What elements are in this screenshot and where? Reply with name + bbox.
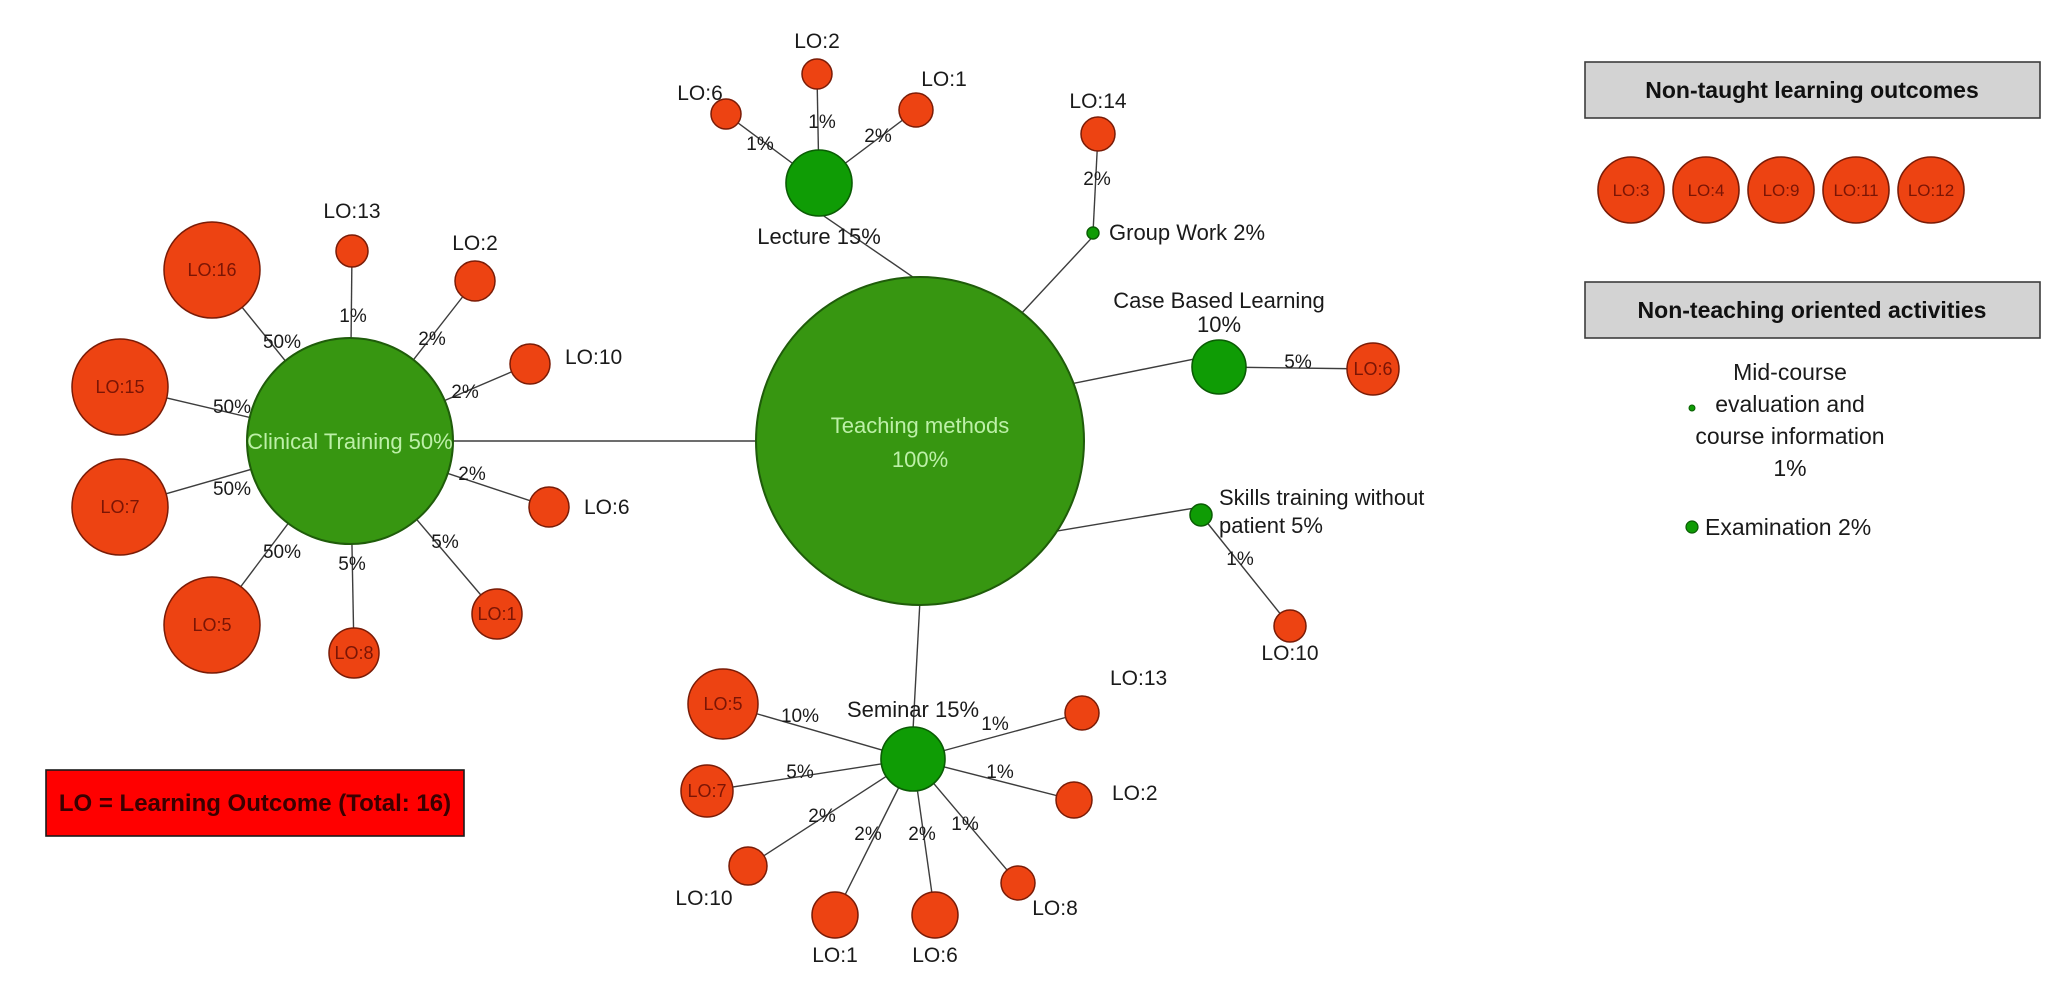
svg-text:LO:1: LO:1 [921,68,967,91]
svg-text:10%: 10% [1197,312,1241,337]
svg-text:50%: 50% [213,397,251,418]
svg-text:LO:9: LO:9 [1763,181,1800,200]
svg-text:50%: 50% [263,542,301,563]
svg-text:LO:6: LO:6 [677,82,723,105]
svg-text:1%: 1% [339,306,367,327]
svg-text:LO:16: LO:16 [187,260,236,280]
svg-text:LO:6: LO:6 [912,944,958,967]
svg-text:100%: 100% [892,447,948,472]
svg-text:2%: 2% [854,824,882,845]
svg-text:1%: 1% [1773,455,1806,481]
svg-text:Non-teaching oriented activiti: Non-teaching oriented activities [1638,297,1987,323]
svg-text:1%: 1% [981,714,1009,735]
svg-text:1%: 1% [986,762,1014,783]
svg-text:LO:10: LO:10 [675,887,732,910]
svg-text:1%: 1% [746,134,774,155]
svg-text:2%: 2% [908,824,936,845]
svg-text:LO:13: LO:13 [1110,667,1167,690]
svg-text:2%: 2% [451,382,479,403]
svg-text:LO:7: LO:7 [687,781,726,801]
svg-text:Clinical Training 50%: Clinical Training 50% [247,429,452,454]
svg-text:evaluation and: evaluation and [1715,391,1865,417]
svg-text:50%: 50% [213,479,251,500]
svg-text:2%: 2% [808,806,836,827]
svg-text:LO:10: LO:10 [565,346,622,369]
svg-text:LO:12: LO:12 [1908,181,1954,200]
svg-text:LO:15: LO:15 [95,377,144,397]
svg-text:LO:5: LO:5 [703,694,742,714]
svg-text:Mid-course: Mid-course [1733,359,1847,385]
svg-text:LO:6: LO:6 [584,496,630,519]
svg-text:LO = Learning Outcome (Total:: LO = Learning Outcome (Total: 16) [59,790,451,817]
svg-text:LO:7: LO:7 [100,497,139,517]
svg-text:LO:5: LO:5 [192,615,231,635]
svg-text:5%: 5% [338,554,366,575]
svg-text:5%: 5% [1284,352,1312,373]
svg-text:5%: 5% [786,762,814,783]
svg-text:Non-taught learning outcomes: Non-taught learning outcomes [1645,77,1979,103]
svg-text:Teaching methods: Teaching methods [831,413,1010,438]
svg-text:Case Based Learning: Case Based Learning [1113,288,1325,313]
svg-text:1%: 1% [1226,549,1254,570]
svg-text:LO:1: LO:1 [477,604,516,624]
svg-text:1%: 1% [808,112,836,133]
svg-text:LO:2: LO:2 [794,30,840,53]
svg-text:LO:2: LO:2 [1112,782,1158,805]
svg-text:LO:1: LO:1 [812,944,858,967]
svg-text:Lecture 15%: Lecture 15% [757,224,881,249]
svg-text:50%: 50% [263,332,301,353]
svg-text:1%: 1% [951,814,979,835]
svg-text:LO:13: LO:13 [323,200,380,223]
svg-text:Group Work 2%: Group Work 2% [1109,220,1265,245]
svg-text:LO:4: LO:4 [1688,181,1725,200]
svg-text:2%: 2% [1083,169,1111,190]
svg-text:10%: 10% [781,706,819,727]
svg-text:LO:3: LO:3 [1613,181,1650,200]
svg-text:2%: 2% [418,329,446,350]
svg-text:Skills training without: Skills training without [1219,485,1424,510]
svg-text:5%: 5% [431,532,459,553]
svg-text:LO:11: LO:11 [1833,181,1878,200]
svg-text:LO:8: LO:8 [1032,897,1078,920]
svg-text:LO:10: LO:10 [1261,642,1318,665]
svg-text:2%: 2% [864,126,892,147]
svg-text:patient 5%: patient 5% [1219,513,1323,538]
svg-text:LO:8: LO:8 [334,643,373,663]
svg-text:LO:14: LO:14 [1069,90,1127,113]
svg-text:LO:2: LO:2 [452,232,498,255]
svg-text:course information: course information [1695,423,1884,449]
svg-text:Examination 2%: Examination 2% [1705,514,1871,540]
svg-text:LO:6: LO:6 [1353,359,1392,379]
svg-text:Seminar 15%: Seminar 15% [847,697,979,722]
svg-text:2%: 2% [458,464,486,485]
